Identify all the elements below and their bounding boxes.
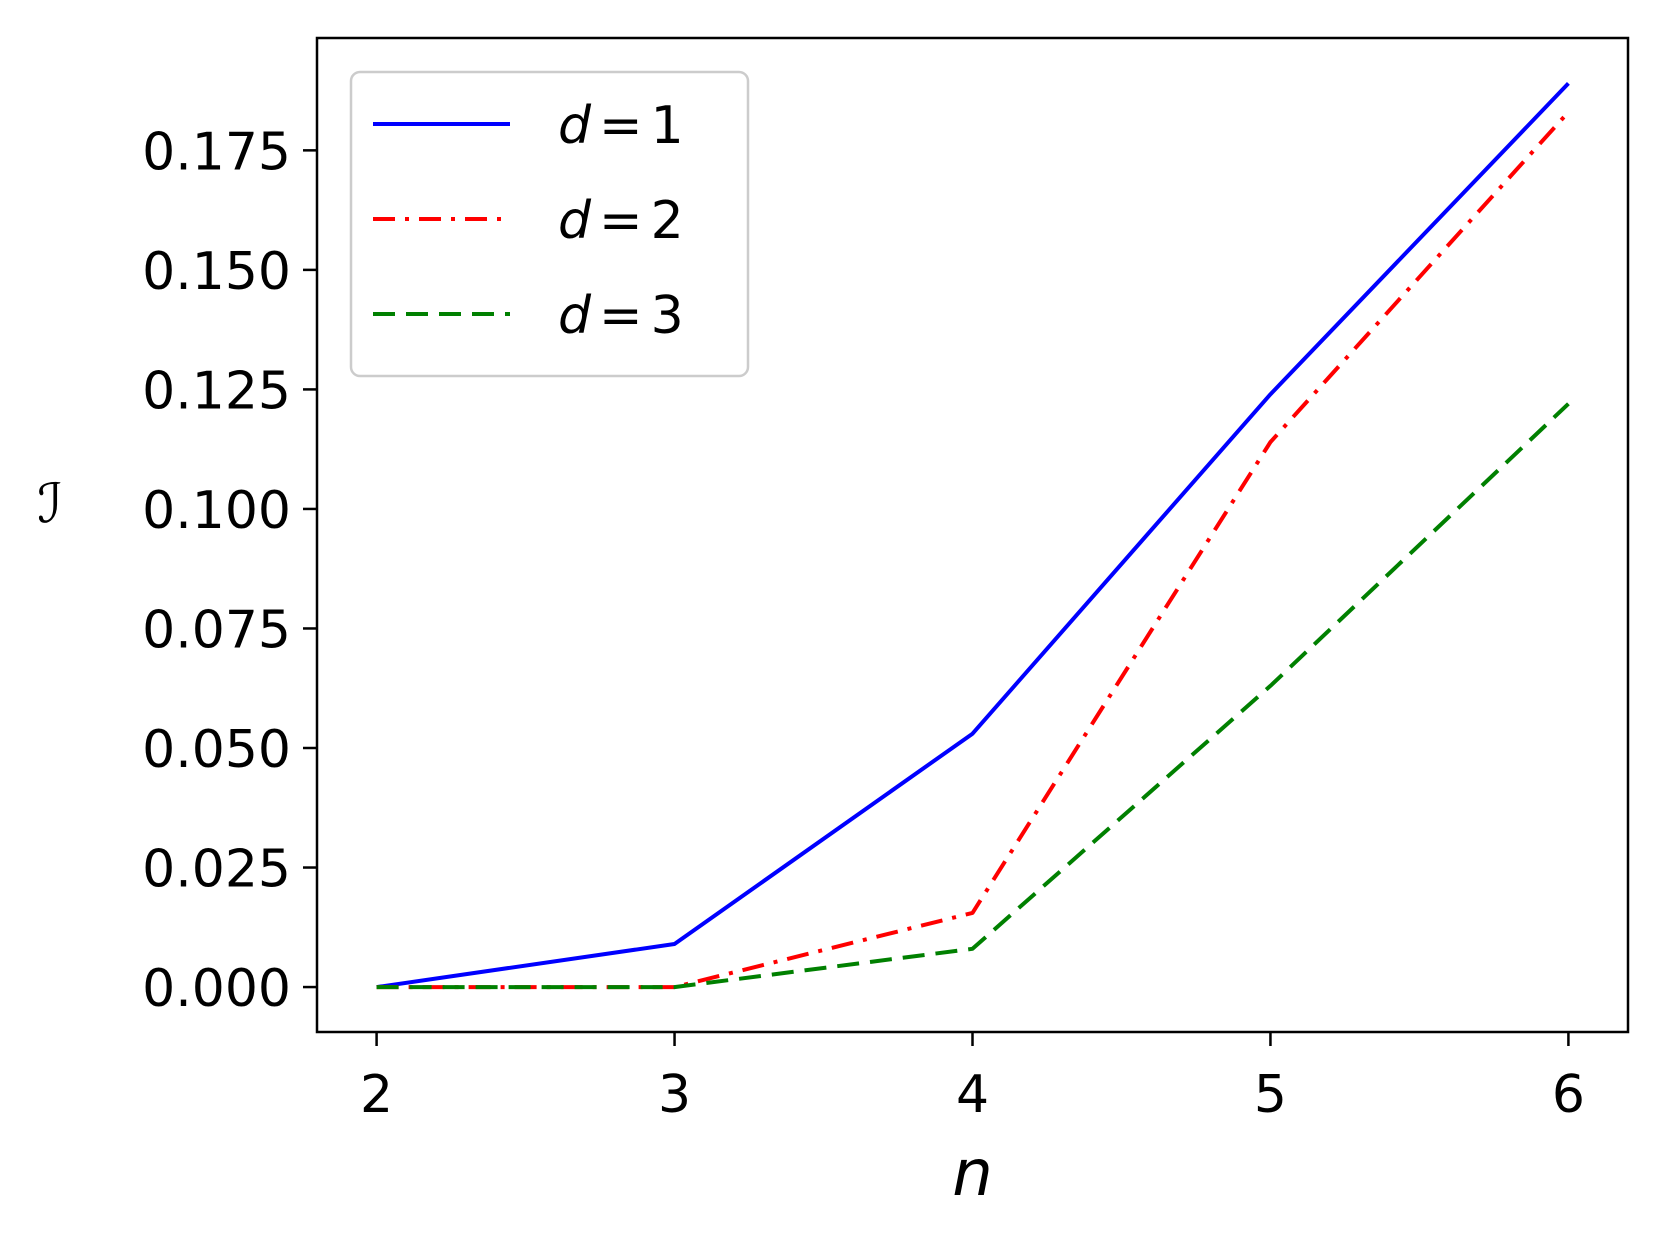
x-tick-label: 6 <box>1552 1065 1585 1125</box>
legend-box <box>349 70 750 378</box>
series-layer <box>376 82 1570 990</box>
legend-label-3: d = 3 <box>558 286 684 346</box>
x-tick-label: 3 <box>658 1065 691 1125</box>
y-tick-label: 0.125 <box>142 361 291 421</box>
x-tick-label: 5 <box>1254 1065 1287 1125</box>
y-tick-label: 0.000 <box>142 959 291 1019</box>
series-line-1 <box>376 82 1570 990</box>
x-tick-label: 4 <box>956 1065 989 1125</box>
x-tick-label: 2 <box>360 1065 393 1125</box>
y-axis: 0.000 0.025 0.050 0.075 0.100 0.125 0.150 0.175 <box>142 122 317 1019</box>
y-tick-label: 0.050 <box>142 720 291 780</box>
series-line-3 <box>376 402 1570 990</box>
y-tick-label: 0.025 <box>142 840 291 900</box>
y-tick-label: 0.100 <box>142 481 291 541</box>
y-tick-label: 0.075 <box>142 600 291 660</box>
x-axis-label: n <box>952 1137 993 1211</box>
y-tick-label: 0.175 <box>142 122 291 182</box>
y-axis-label: ℐ <box>37 472 62 535</box>
legend-label-1: d = 1 <box>558 96 684 156</box>
legend-label-2: d = 2 <box>558 191 684 251</box>
x-axis: 2 3 4 5 6 <box>360 1032 1585 1125</box>
legend: d = 1 d = 2 d = 3 <box>349 70 750 378</box>
y-tick-label: 0.150 <box>142 242 291 302</box>
